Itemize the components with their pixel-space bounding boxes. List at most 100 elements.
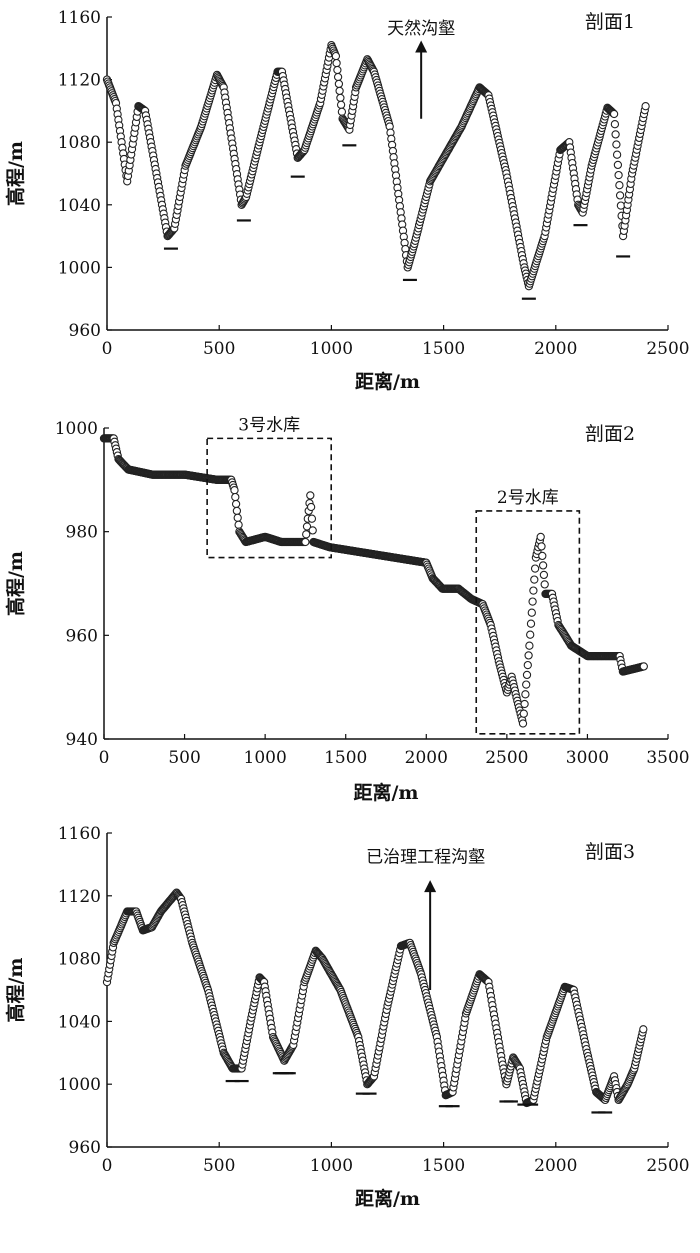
- data-point: [233, 513, 242, 522]
- data-point: [639, 1025, 648, 1034]
- y-axis-title: 高程/m: [4, 957, 27, 1022]
- x-tick-label: 2500: [646, 1156, 689, 1176]
- data-point: [230, 486, 239, 495]
- data-point: [536, 532, 545, 542]
- data-point: [333, 72, 343, 82]
- y-tick-label: 1080: [58, 950, 101, 970]
- reservoir-label: 2号水库: [497, 488, 559, 508]
- x-tick-label: 1000: [310, 339, 353, 359]
- data-point: [538, 561, 548, 570]
- data-point: [519, 709, 528, 718]
- data-point: [530, 564, 540, 573]
- annotation-label: 天然沟壑: [387, 19, 455, 39]
- x-tick-label: 500: [168, 748, 200, 768]
- data-point: [641, 102, 650, 111]
- y-tick-label: 1000: [55, 419, 98, 439]
- y-tick-label: 1000: [58, 1075, 101, 1095]
- data-point: [308, 526, 317, 535]
- data-point: [528, 597, 537, 606]
- data-point: [302, 530, 311, 539]
- data-point: [231, 499, 241, 509]
- data-point: [539, 570, 549, 580]
- data-point: [610, 120, 620, 129]
- data-point: [231, 492, 240, 502]
- y-tick-label: 960: [69, 1138, 101, 1158]
- data-point: [520, 699, 529, 709]
- panel-label: 剖面3: [585, 841, 635, 863]
- arrow-up-icon: [415, 40, 428, 53]
- data-point: [527, 608, 536, 617]
- arrow-up-icon: [424, 880, 437, 893]
- reservoir-box: [475, 510, 581, 735]
- reservoir-box: [206, 437, 333, 559]
- x-tick-label: 1500: [324, 748, 367, 768]
- reservoir-label: 3号水库: [238, 415, 300, 435]
- y-tick-label: 1040: [58, 196, 101, 216]
- x-tick-label: 1500: [422, 1156, 465, 1176]
- data-point: [336, 93, 345, 103]
- data-series: [102, 888, 648, 1108]
- y-tick-label: 940: [66, 730, 98, 750]
- y-tick-label: 1160: [58, 824, 101, 844]
- x-tick-label: 3500: [646, 748, 689, 768]
- data-point: [335, 86, 344, 96]
- x-axis-title: 距离/m: [353, 781, 418, 804]
- data-point: [615, 181, 624, 190]
- data-point: [540, 580, 549, 589]
- data-point: [307, 514, 317, 523]
- data-point: [306, 491, 315, 500]
- x-tick-label: 1500: [422, 339, 465, 359]
- x-tick-label: 0: [102, 1156, 113, 1176]
- x-tick-label: 1000: [244, 748, 287, 768]
- annotation-label: 已治理工程沟壑: [366, 848, 485, 868]
- data-point: [522, 680, 531, 689]
- data-point: [609, 109, 619, 119]
- data-point: [521, 690, 530, 699]
- data-point: [614, 170, 623, 180]
- y-tick-label: 1120: [58, 887, 101, 907]
- data-point: [529, 586, 538, 595]
- data-point: [336, 100, 346, 109]
- x-tick-label: 3000: [566, 748, 609, 768]
- panel-label: 剖面1: [585, 11, 635, 33]
- y-tick-label: 1080: [58, 133, 101, 153]
- data-point: [611, 130, 620, 139]
- panel-label: 剖面2: [585, 423, 635, 445]
- x-tick-label: 2500: [646, 339, 689, 359]
- data-point: [331, 51, 341, 61]
- y-axis-title: 高程/m: [4, 551, 27, 616]
- x-tick-label: 1000: [310, 1156, 353, 1176]
- data-point: [615, 191, 625, 200]
- x-tick-label: 500: [203, 339, 235, 359]
- data-point: [538, 551, 547, 561]
- chart-panel-1: 0 500 1000 1500 2000 2500 960 1000 1040 1080 1120 1…: [4, 8, 690, 393]
- data-series: [102, 41, 650, 291]
- data-point: [234, 520, 243, 529]
- data-point: [530, 575, 539, 584]
- data-point: [518, 719, 528, 728]
- data-point: [524, 651, 533, 660]
- data-point: [522, 670, 532, 680]
- x-tick-label: 500: [203, 1156, 235, 1176]
- data-point: [333, 65, 342, 75]
- y-tick-label: 1040: [58, 1012, 101, 1032]
- data-point: [302, 522, 312, 531]
- data-point: [612, 140, 621, 149]
- data-point: [301, 537, 310, 547]
- data-point: [337, 107, 347, 116]
- data-point: [612, 150, 622, 159]
- data-point: [526, 630, 535, 639]
- x-tick-label: 2000: [534, 1156, 577, 1176]
- data-point: [639, 662, 648, 671]
- data-point: [232, 506, 242, 516]
- chart-panel-3: 0 500 1000 1500 2000 2500 960 1000 1040 1080 1120 1…: [4, 824, 690, 1210]
- x-tick-label: 0: [102, 339, 113, 359]
- y-axis-title: 高程/m: [4, 141, 27, 206]
- chart-panel-2: 0 500 1000 1500 2000 2500 3000 3500 940 960 980 100…: [4, 415, 690, 804]
- y-tick-label: 960: [66, 626, 98, 646]
- x-tick-label: 2500: [485, 748, 528, 768]
- x-tick-label: 2000: [534, 339, 577, 359]
- y-tick-label: 960: [69, 321, 101, 341]
